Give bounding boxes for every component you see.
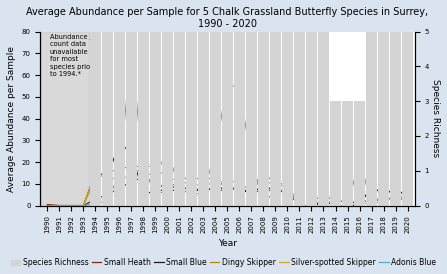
Y-axis label: Species Richness: Species Richness [431,79,440,158]
X-axis label: Year: Year [218,239,237,248]
Bar [114,32,125,206]
Bar [139,32,148,206]
Bar [379,32,388,206]
Bar [162,32,173,206]
Legend: Species Richness, Small Heath, Small Blue, Dingy Skipper, Silver-spotted Skipper: Species Richness, Small Heath, Small Blu… [8,255,439,270]
Bar [186,32,197,206]
Bar [318,32,329,206]
Bar [42,32,89,206]
Y-axis label: Average Abundance per Sample: Average Abundance per Sample [7,45,16,192]
Bar [90,32,101,206]
Title: Average Abundance per Sample for 5 Chalk Grassland Butterfly Species in Surrey,
: Average Abundance per Sample for 5 Chalk… [26,7,429,29]
Bar [283,32,293,206]
Bar [246,32,257,206]
Bar [295,32,304,206]
Bar [354,101,365,206]
Bar [174,32,185,206]
Bar [211,32,220,206]
Bar [127,32,136,206]
Bar [367,32,377,206]
Bar [222,32,232,206]
Bar [234,32,245,206]
Bar [150,32,160,206]
Bar [258,32,269,206]
Text: Abundance /
count data
unavailable
for most
species prior
to 1994.*: Abundance / count data unavailable for m… [50,34,93,77]
Bar [342,101,353,206]
Bar [198,32,209,206]
Bar [102,32,113,206]
Bar [390,32,401,206]
Bar [402,32,413,206]
Bar [306,32,316,206]
Bar [270,32,281,206]
Bar [330,101,341,206]
